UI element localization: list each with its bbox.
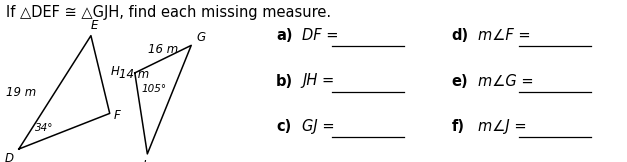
Text: 16 m: 16 m [148, 43, 178, 56]
Text: J: J [142, 159, 146, 162]
Text: 19 m: 19 m [6, 86, 36, 99]
Text: If △DEF ≅ △GJH, find each missing measure.: If △DEF ≅ △GJH, find each missing measur… [6, 5, 332, 20]
Text: 105°: 105° [141, 84, 166, 94]
Text: d): d) [451, 28, 468, 43]
Text: GJ =: GJ = [302, 119, 335, 134]
Text: 14 m: 14 m [119, 68, 149, 81]
Text: F: F [114, 109, 120, 122]
Text: m∠G =: m∠G = [478, 74, 534, 88]
Text: DF =: DF = [302, 28, 339, 43]
Text: H: H [110, 65, 119, 78]
Text: D: D [5, 152, 14, 162]
Text: e): e) [451, 74, 468, 88]
Text: 34°: 34° [34, 123, 53, 133]
Text: a): a) [276, 28, 292, 43]
Text: f): f) [451, 119, 465, 134]
Text: m∠J =: m∠J = [478, 119, 527, 134]
Text: c): c) [276, 119, 291, 134]
Text: JH =: JH = [302, 74, 334, 88]
Text: G: G [196, 31, 206, 44]
Text: m∠F =: m∠F = [478, 28, 530, 43]
Text: b): b) [276, 74, 293, 88]
Text: E: E [90, 19, 98, 32]
